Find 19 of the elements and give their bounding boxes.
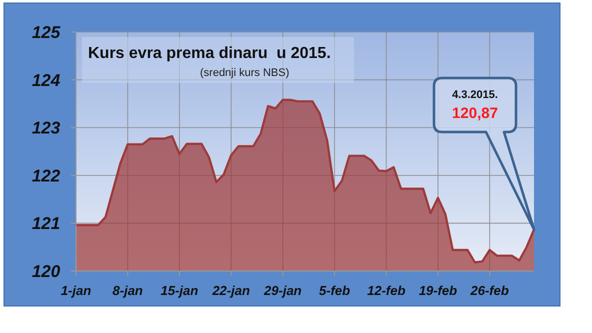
text: (srednji kurs NBS) xyxy=(200,67,290,79)
annotation: 120,87 xyxy=(452,105,498,122)
x-tick-label: 12-feb xyxy=(367,283,406,298)
y-tick-label: 125 xyxy=(32,22,61,42)
y-tick-label: 122 xyxy=(32,166,61,186)
y-tick-label: 124 xyxy=(32,70,61,90)
y-tick-label: 123 xyxy=(32,118,61,138)
annotation: 4.3.2015. xyxy=(452,89,498,101)
y-tick-label: 120 xyxy=(32,262,61,281)
text: Kurs evra prema dinaru u 2015. xyxy=(88,45,331,62)
x-tick-label: 22-jan xyxy=(211,283,250,298)
x-tick-label: 15-jan xyxy=(160,283,198,298)
x-tick-label: 29-jan xyxy=(263,283,302,298)
x-tick-label: 5-feb xyxy=(319,283,350,298)
y-tick-label: 121 xyxy=(32,214,60,234)
x-tick-label: 8-jan xyxy=(112,283,143,298)
x-tick-label: 1-jan xyxy=(60,283,92,298)
x-tick-label: 19-feb xyxy=(418,283,458,298)
x-tick-label: 26-feb xyxy=(470,283,509,298)
